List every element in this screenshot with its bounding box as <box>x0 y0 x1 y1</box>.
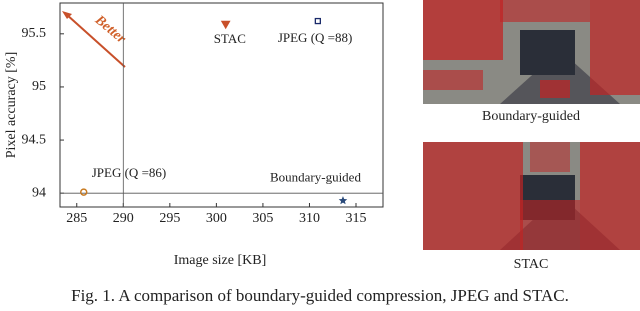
x-tick-label: 300 <box>206 211 227 226</box>
plot-frame <box>59 2 384 208</box>
x-tick-label: 305 <box>252 211 273 226</box>
better-arrow <box>65 13 126 68</box>
point <box>79 188 88 196</box>
x-axis-label: Image size [KB] <box>174 253 267 268</box>
image-caption: Boundary-guided <box>482 109 580 124</box>
image-caption: STAC <box>514 257 549 272</box>
x-tick-label: 315 <box>346 211 367 226</box>
x-tick-label: 290 <box>113 211 134 226</box>
point-label: Boundary-guided <box>270 170 361 185</box>
point-label: JPEG (Q =86) <box>92 165 167 180</box>
y-tick-label: 94.5 <box>22 132 47 147</box>
y-tick-label: 94 <box>32 185 46 200</box>
point <box>338 196 348 205</box>
point-label: STAC <box>214 31 246 46</box>
y-tick-label: 95 <box>32 79 46 94</box>
x-tick-label: 295 <box>159 211 180 226</box>
image-stac <box>423 142 640 250</box>
x-tick-label: 285 <box>66 211 87 226</box>
y-axis-label: Pixel accuracy [%] <box>4 52 19 159</box>
point <box>314 17 321 25</box>
image-boundary-guided <box>423 0 640 104</box>
point <box>220 20 231 30</box>
figure-caption: Fig. 1. A comparison of boundary-guided … <box>71 286 569 305</box>
x-tick-label: 310 <box>299 211 320 226</box>
point-label: JPEG (Q =88) <box>278 30 353 45</box>
arrow-head <box>62 11 72 19</box>
y-tick-label: 95.5 <box>22 26 47 41</box>
